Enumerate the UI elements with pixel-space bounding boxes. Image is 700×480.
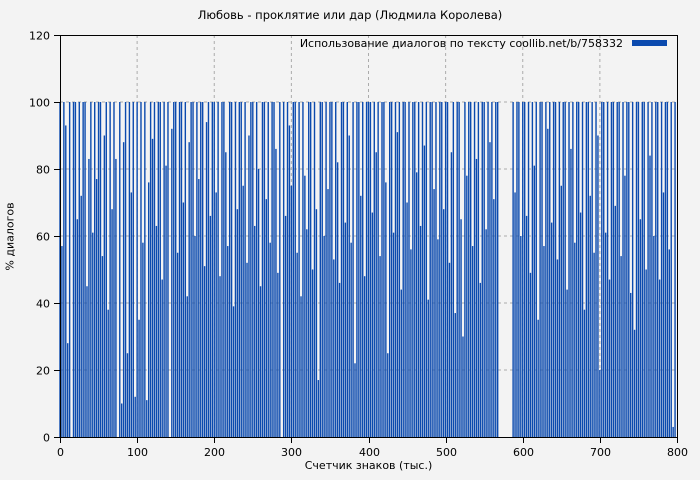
chart-title: Любовь - проклятие или дар (Людмила Коро… [197, 8, 503, 22]
y-tick-label: 0 [43, 432, 50, 445]
y-tick-label: 120 [29, 30, 50, 43]
x-tick-label: 0 [57, 446, 64, 459]
y-tick-label: 80 [36, 164, 50, 177]
x-tick-label: 700 [590, 446, 611, 459]
x-tick-label: 400 [359, 446, 380, 459]
x-tick-label: 600 [513, 446, 534, 459]
bars-group [59, 102, 676, 438]
plot-frame [60, 35, 678, 438]
y-tick-label: 100 [29, 97, 50, 110]
x-tick-label: 500 [436, 446, 457, 459]
x-tick-label: 800 [667, 446, 688, 459]
x-tick-label: 200 [204, 446, 225, 459]
tick-labels: 0 100 200 300 400 500 600 700 800 0 20 40 60 80 100 120 [29, 30, 688, 460]
y-tick-label: 60 [36, 231, 50, 244]
y-tick-label: 20 [36, 365, 50, 378]
y-tick-label: 40 [36, 298, 50, 311]
x-tick-label: 100 [127, 446, 148, 459]
y-axis-label: % диалогов [3, 202, 17, 271]
tick-marks [54, 35, 678, 443]
x-axis-label: Счетчик знаков (тыс.) [304, 459, 433, 472]
x-tick-label: 300 [281, 446, 302, 459]
